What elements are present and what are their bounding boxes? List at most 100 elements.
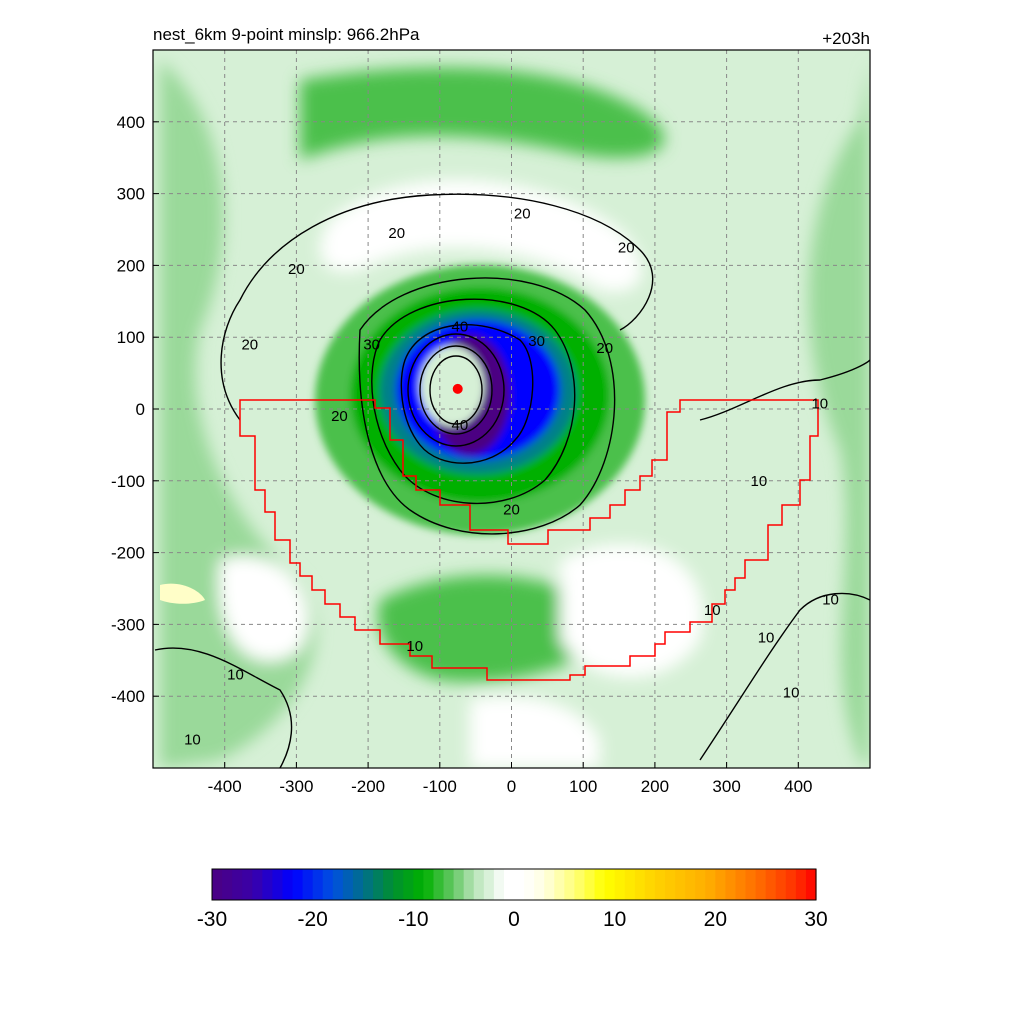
colorbar-cell-2 [232, 869, 243, 900]
colorbar-cell-1 [222, 869, 233, 900]
colorbar-cell-38 [594, 869, 606, 900]
colorbar-cell-4 [252, 869, 263, 900]
contour-label-group: 20 20 20 20 20 30 40 30 20 40 20 20 10 10 10 10 10 10 10 10… [184, 206, 839, 749]
colorbar-cell-53 [745, 869, 757, 900]
x-tick-label: -200 [351, 777, 385, 796]
colorbar-cells [212, 869, 817, 900]
colorbar-cell-32 [534, 869, 545, 900]
contour-10-south [699, 592, 870, 761]
colorbar-cell-12 [332, 869, 344, 900]
colorbar-tick-label: 10 [603, 908, 626, 931]
colorbar-cell-18 [393, 869, 404, 900]
colorbar-cell-31 [524, 869, 535, 900]
x-tick-label: -400 [208, 777, 242, 796]
colorbar-cell-47 [685, 869, 696, 900]
colorbar-cell-41 [624, 869, 636, 900]
x-axis: -400 -300 -200 -100 0 100 200 300 400 [208, 762, 812, 796]
colorbar-cell-9 [302, 869, 314, 900]
contour-30 [371, 298, 576, 505]
outer-band-north [300, 67, 665, 160]
colorbar-cell-54 [755, 869, 767, 900]
colorbar-cell-50 [715, 869, 726, 900]
x-tick-label: -100 [423, 777, 457, 796]
colorbar-cell-44 [654, 869, 666, 900]
contour-label: 20 [388, 225, 405, 242]
colorbar-cell-34 [554, 869, 565, 900]
contour-label: 20 [514, 206, 531, 223]
contour-label: 10 [783, 685, 800, 702]
contour-label: 10 [751, 473, 768, 490]
colorbar-cell-52 [735, 869, 747, 900]
y-axis: 400 300 200 100 0 -100 -200 -300 -400 [111, 113, 159, 706]
colorbar-cell-6 [272, 869, 284, 900]
colorbar-cell-5 [262, 869, 273, 900]
contour-label: 10 [227, 667, 244, 684]
colorbar: -30 -20 -10 0 10 20 30 [197, 868, 828, 931]
x-tick-label: 300 [712, 777, 740, 796]
y-tick-label: -300 [111, 615, 145, 634]
x-tick-label: 200 [641, 777, 669, 796]
contour-40 [400, 324, 534, 464]
colorbar-cell-30 [514, 869, 525, 900]
forecast-hour-label: +203h [822, 29, 870, 48]
contour-lines [154, 193, 870, 768]
plot-area: 20 20 20 20 20 30 40 30 20 40 20 20 10 10 10 10 10 10 10 10… [153, 50, 870, 768]
analysis-region-outline [239, 399, 819, 681]
y-tick-label: 200 [117, 256, 145, 275]
eye [420, 346, 484, 426]
contour-label: 20 [331, 408, 348, 425]
contour-label: 40 [452, 318, 469, 335]
colorbar-cell-58 [795, 869, 807, 900]
colorbar-cell-33 [544, 869, 555, 900]
x-tick-label: 0 [507, 777, 516, 796]
colorbar-cell-7 [282, 869, 294, 900]
colorbar-tick-label: -10 [398, 908, 428, 931]
contour-10-southwest [154, 647, 293, 768]
colorbar-cell-42 [634, 869, 646, 900]
contour-label: 10 [406, 638, 423, 655]
contour-inner-1 [429, 355, 483, 425]
contour-inner-3 [407, 333, 505, 447]
colorbar-cell-14 [352, 869, 364, 900]
colorbar-cell-24 [453, 869, 465, 900]
y-tick-label: 0 [136, 400, 145, 419]
colorbar-frame [211, 868, 817, 901]
x-tick-label: 100 [569, 777, 597, 796]
colorbar-cell-23 [443, 869, 455, 900]
contour-label: 20 [288, 261, 305, 278]
colorbar-cell-56 [775, 869, 787, 900]
contour-label: 10 [184, 731, 201, 748]
colorbar-cell-8 [292, 869, 304, 900]
dry-region-southeast [560, 544, 704, 678]
colorbar-cell-43 [644, 869, 656, 900]
colorbar-cell-59 [805, 869, 817, 900]
colorbar-cell-21 [423, 869, 435, 900]
colorbar-cell-39 [604, 869, 616, 900]
colorbar-cell-13 [342, 869, 354, 900]
colorbar-cell-16 [373, 869, 384, 900]
colorbar-cell-40 [614, 869, 626, 900]
colorbar-tick-label: 0 [508, 908, 520, 931]
x-tick-label: 400 [784, 777, 812, 796]
contour-label: 10 [811, 395, 828, 412]
colorbar-cell-22 [433, 869, 445, 900]
y-tick-label: 100 [117, 328, 145, 347]
colorbar-cell-46 [675, 869, 686, 900]
contour-10-east [699, 359, 870, 421]
colorbar-cell-45 [665, 869, 676, 900]
colorbar-tick-label: 30 [804, 908, 827, 931]
colorbar-cell-27 [483, 869, 495, 900]
colorbar-cell-49 [705, 869, 716, 900]
colorbar-cell-48 [695, 869, 706, 900]
y-tick-label: 400 [117, 113, 145, 132]
colorbar-cell-25 [463, 869, 475, 900]
colorbar-cell-28 [493, 869, 505, 900]
colorbar-cell-11 [322, 869, 334, 900]
colorbar-cell-3 [242, 869, 253, 900]
y-tick-label: -400 [111, 687, 145, 706]
colorbar-cell-37 [584, 869, 596, 900]
colorbar-tick-label: -20 [297, 908, 327, 931]
contour-inner-2 [419, 345, 493, 435]
contour-label: 10 [704, 602, 721, 619]
